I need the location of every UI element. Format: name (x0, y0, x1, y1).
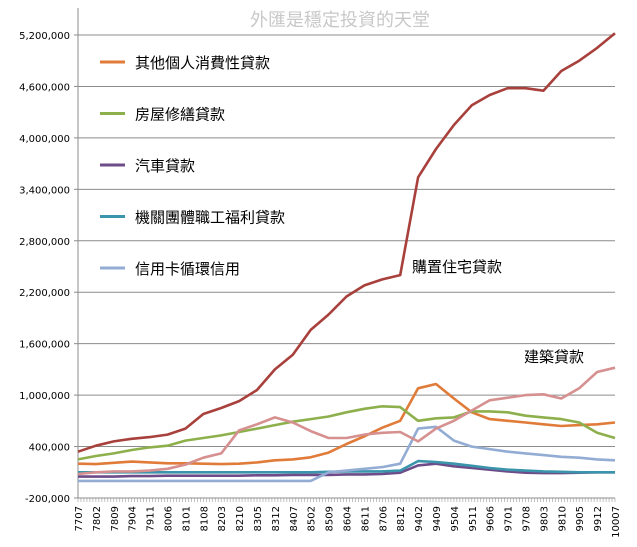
x-tick-label: 8210 (235, 506, 246, 531)
x-tick-label: 7904 (128, 506, 139, 531)
x-tick-label: 9504 (450, 506, 461, 531)
legend-label: 其他個人消費性貸款 (135, 54, 270, 72)
y-tick-label: 400,000 (29, 443, 70, 454)
x-tick-label: 9701 (504, 506, 515, 531)
x-tick-label: 9409 (432, 506, 443, 531)
x-tick-label: 8407 (289, 506, 300, 531)
y-tick-label: 2,200,000 (19, 288, 70, 299)
x-tick-label: 9402 (414, 506, 425, 531)
legend-label: 信用卡循環信用 (135, 260, 240, 278)
x-tick-label: 8305 (253, 506, 264, 531)
x-tick-label: 8706 (378, 506, 389, 531)
x-tick-label: 8101 (181, 506, 192, 531)
x-tick-label: 8203 (217, 506, 228, 531)
series-annotation: 建築貸款 (524, 348, 584, 366)
series-line-2 (78, 462, 615, 478)
series-annotation: 購置住宅貸款 (412, 258, 502, 276)
y-tick-label: 1,600,000 (19, 340, 70, 351)
x-tick-label: 9810 (557, 506, 568, 531)
y-tick-label: 3,400,000 (19, 185, 70, 196)
legend-label: 房屋修繕貸款 (135, 106, 225, 124)
legend-label: 汽車貸款 (135, 157, 195, 175)
gridlines (78, 34, 615, 499)
x-tick-label: 9905 (575, 506, 586, 531)
x-tick-label: 9708 (522, 506, 533, 531)
series-line-5 (77, 32, 616, 453)
y-tick-label: 4,600,000 (19, 82, 70, 93)
series-line-4 (78, 425, 616, 483)
y-tick-label: 1,000,000 (19, 391, 70, 402)
x-tick-label: 7809 (110, 506, 121, 531)
series-line-0 (77, 382, 616, 466)
x-tick-label: 8611 (360, 506, 371, 531)
chart-title: 外匯是穩定投資的天堂 (250, 10, 430, 31)
y-tick-label: 2,800,000 (19, 237, 70, 248)
x-tick-label: 7802 (92, 506, 103, 531)
x-tick-label: 8312 (271, 506, 282, 531)
x-tick-label: 9511 (468, 506, 479, 531)
x-tick-label: 8108 (199, 506, 210, 531)
x-tick-label: 8006 (164, 506, 175, 531)
legend-label: 機關團體職工福利貸款 (135, 209, 285, 227)
x-axis-ticks: 7707 7802 7809 7904 7911 8006 8101 8108 8203 8210… (74, 498, 622, 538)
x-tick-label: 8604 (343, 506, 354, 531)
series-line-6 (77, 366, 616, 476)
y-tick-label: 5,200,000 (19, 31, 70, 42)
x-tick-label: 7707 (74, 506, 85, 531)
x-tick-label: 7911 (146, 506, 157, 531)
x-tick-label: 9912 (593, 506, 604, 531)
y-tick-label: -200,000 (25, 494, 70, 505)
x-tick-label: 9803 (539, 506, 550, 531)
x-tick-label: 8509 (325, 506, 336, 531)
x-tick-label: 10007 (611, 506, 622, 538)
series-lines (77, 32, 616, 483)
y-axis-ticks: -200,000 400,000 1,000,000 1,600,000 2,200,0… (19, 8, 79, 505)
x-tick-label: 9606 (486, 506, 497, 531)
x-tick-label: 8502 (307, 506, 318, 531)
series-line-1 (77, 404, 616, 461)
x-tick-label: 8812 (396, 506, 407, 531)
y-tick-label: 4,000,000 (19, 134, 70, 145)
